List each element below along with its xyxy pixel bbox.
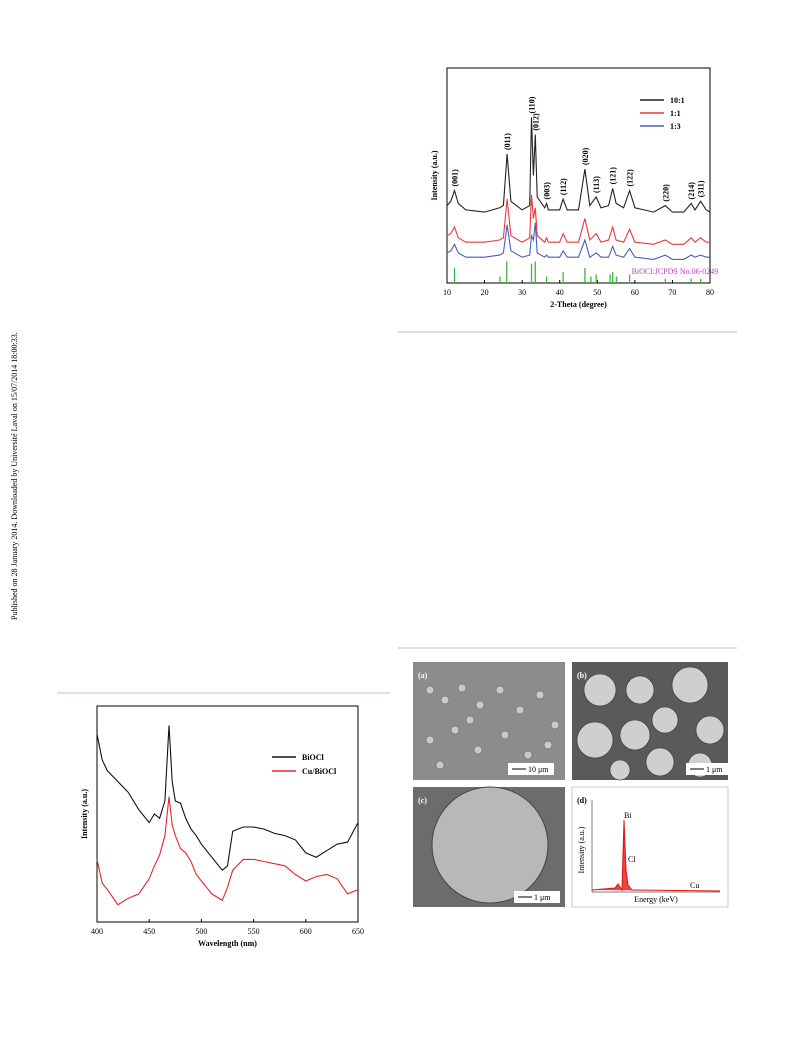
eds-y-label: Intensity (a.u.): [577, 826, 586, 873]
x-axis-label: Wavelength (nm): [198, 939, 257, 948]
scale-label: 1 μm: [706, 765, 723, 774]
x-axis-label: 2-Theta (degree): [550, 300, 607, 309]
legend-label: 10:1: [670, 96, 685, 105]
y-axis-label: Intensity (a.u.): [80, 789, 89, 839]
data-line: [446, 194, 710, 245]
x-tick-label: 80: [706, 288, 714, 297]
scale-box: [514, 891, 560, 903]
scale-label: 10 μm: [528, 765, 549, 774]
x-tick-label: 650: [352, 927, 364, 936]
peak-label: (110): [528, 96, 537, 113]
peak-label: (121): [609, 167, 618, 185]
x-tick-label: 40: [556, 288, 564, 297]
x-tick-label: 20: [481, 288, 489, 297]
plot-frame: [446, 67, 711, 284]
peak-label: (112): [559, 178, 568, 195]
eds-peak-label: Cl: [628, 855, 636, 864]
x-tick-label: 500: [195, 927, 207, 936]
legend-label: Cu/BiOCl: [302, 767, 337, 776]
legend-label: 1:3: [670, 122, 681, 131]
plot-frame: [96, 705, 359, 923]
data-line: [446, 222, 710, 260]
scale-box: [686, 763, 732, 775]
panel-label: (c): [418, 796, 427, 805]
sem-figure: [413, 662, 729, 908]
panel-label: (b): [577, 671, 587, 680]
data-line: [96, 725, 359, 871]
panel-label: (a): [418, 671, 428, 680]
x-tick-label: 60: [631, 288, 639, 297]
y-axis-label: Intensity (a.u.): [430, 150, 439, 200]
x-tick-label: 600: [300, 927, 312, 936]
scale-label: 1 μm: [534, 893, 551, 902]
x-tick-label: 450: [143, 927, 155, 936]
x-tick-label: 550: [248, 927, 260, 936]
eds-peak-label: Cu: [690, 881, 699, 890]
peak-label: (011): [503, 133, 512, 150]
peak-label: (220): [661, 184, 670, 202]
x-tick-label: 30: [518, 288, 526, 297]
legend-label: 1:1: [670, 109, 681, 118]
peak-label: (001): [451, 169, 460, 187]
particles: [425, 683, 560, 770]
eds-panel: [571, 786, 729, 908]
sem-image: [413, 662, 565, 780]
sidebar: Published on 28 January 2014. Downloaded…: [10, 332, 19, 620]
eds-peak-label: Bi: [624, 811, 632, 820]
data-line: [96, 796, 359, 906]
data-line: [446, 117, 711, 213]
x-tick-label: 400: [91, 927, 103, 936]
peak-label: (012): [531, 113, 540, 131]
eds-spectrum: [591, 819, 721, 892]
scale-box: [508, 763, 554, 775]
x-tick-label: 70: [668, 288, 676, 297]
peak-label: (113): [592, 176, 601, 193]
peak-label: (311): [697, 180, 706, 197]
panel-label: (d): [577, 796, 587, 805]
peak-label: (003): [543, 182, 552, 200]
reference-label: BiOCl:JCPDS No.06-0249: [632, 267, 719, 276]
peak-label: (122): [626, 169, 635, 187]
particles: [576, 666, 725, 781]
x-tick-label: 50: [593, 288, 601, 297]
x-tick-label: 10: [443, 288, 451, 297]
particle: [431, 786, 549, 904]
eds-x-label: Energy (keV): [634, 895, 678, 904]
peak-label: (214): [687, 182, 696, 200]
legend-label: BiOCl: [302, 753, 325, 762]
peak-label: (020): [581, 147, 590, 165]
